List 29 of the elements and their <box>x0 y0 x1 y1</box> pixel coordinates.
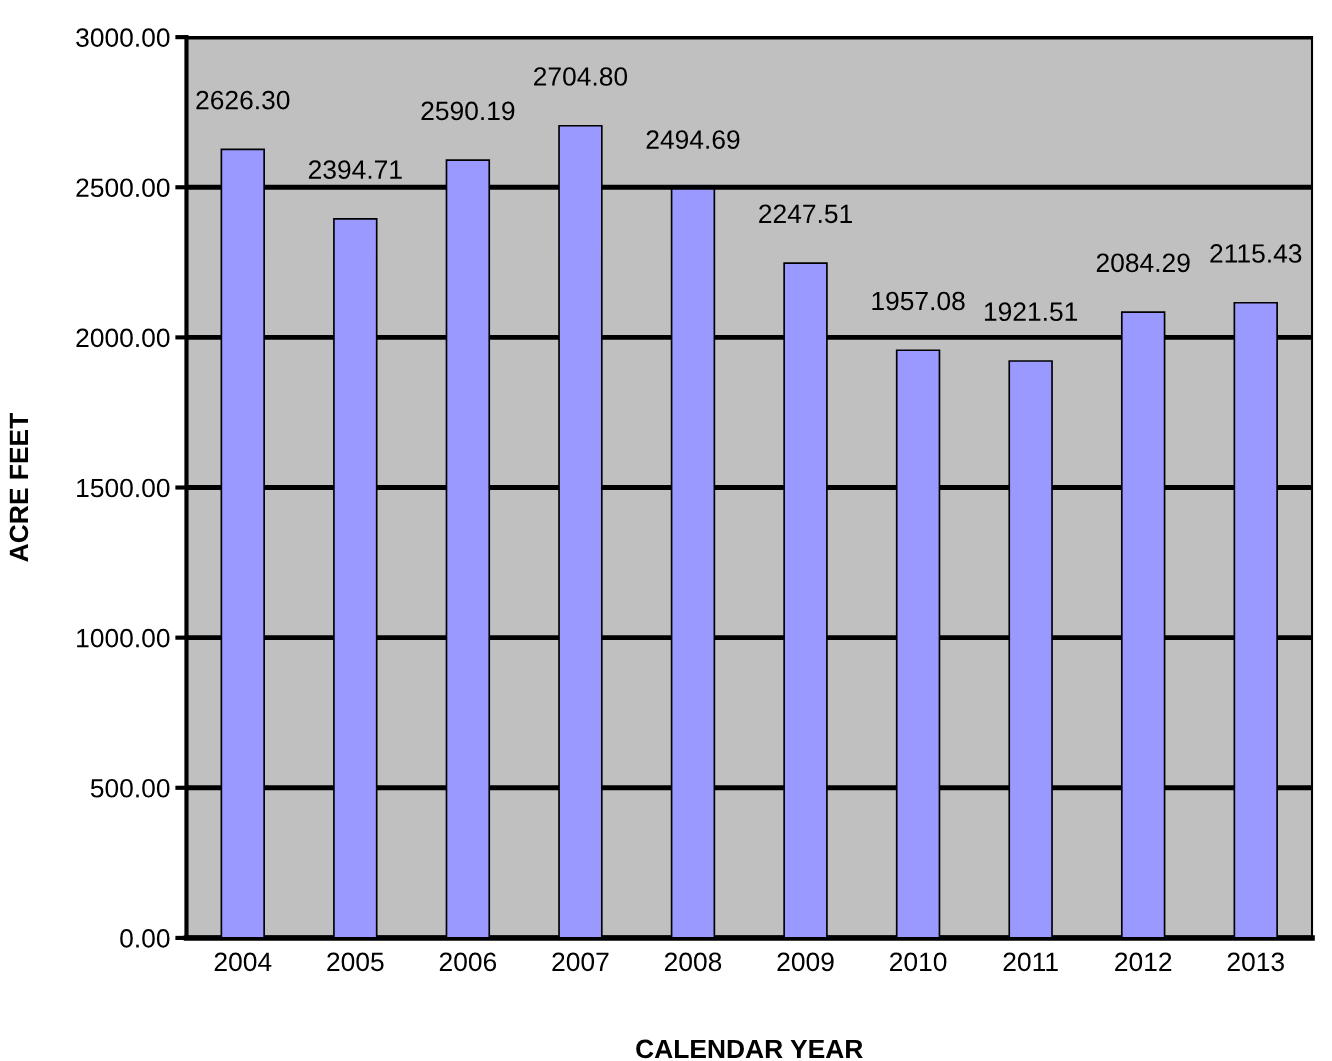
data-label: 2084.29 <box>1096 253 1190 273</box>
y-tick-label: 1000.00 <box>77 628 170 648</box>
x-tick-label: 2009 <box>777 952 834 972</box>
x-tick-label: 2012 <box>1115 952 1172 972</box>
y-tick-label: 2000.00 <box>76 328 170 348</box>
data-label: 2394.71 <box>308 160 402 179</box>
y-tick-label: 2500.00 <box>76 178 170 198</box>
data-label: 2704.80 <box>534 67 628 86</box>
data-label: 1921.51 <box>984 302 1078 322</box>
x-tick-label: 2008 <box>664 952 722 972</box>
x-tick-label: 2011 <box>1003 952 1058 972</box>
y-axis-title: ACRE FEET <box>9 413 29 562</box>
x-tick-label: 2005 <box>327 952 384 972</box>
data-label: 1957.08 <box>872 291 965 311</box>
data-label: 2494.69 <box>646 130 740 149</box>
x-tick-label: 2004 <box>214 952 272 972</box>
data-label: 2247.51 <box>759 204 852 224</box>
y-tick-label: 1500.00 <box>77 478 170 498</box>
data-label: 2590.19 <box>421 101 515 121</box>
data-label: 2626.30 <box>196 90 290 110</box>
data-label: 2115.43 <box>1210 244 1302 263</box>
x-tick-label: 2006 <box>439 952 497 972</box>
x-tick-label: 2010 <box>890 952 947 972</box>
y-tick-label: 0.00 <box>120 929 170 948</box>
x-tick-label: 2013 <box>1227 952 1284 972</box>
y-tick-label: 500.00 <box>90 778 170 798</box>
x-axis-title: CALENDAR YEAR <box>636 1039 863 1059</box>
x-tick-label: 2007 <box>552 952 609 972</box>
y-tick-label: 3000.00 <box>76 28 170 47</box>
